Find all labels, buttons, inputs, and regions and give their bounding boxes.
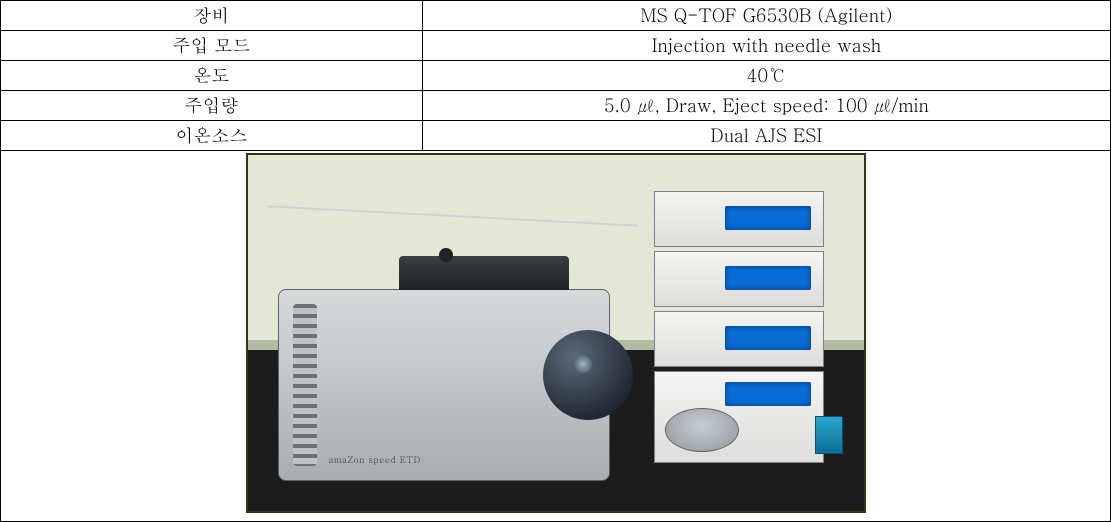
- table-row: 장비 MS Q-TOF G6530B (Agilent): [1, 1, 1111, 31]
- ion-source-sphere: [543, 330, 633, 420]
- solvent-box: [815, 416, 843, 454]
- hplc-module-2: [654, 251, 824, 307]
- row-value: 40℃: [422, 61, 1110, 91]
- lcd-icon: [725, 382, 811, 406]
- instrument-photo: amaZon speed ETD: [246, 153, 866, 513]
- lcd-icon: [725, 326, 811, 350]
- table-row: 주입량 5.0 ㎕, Draw, Eject speed: 100 ㎕/min: [1, 91, 1111, 121]
- mass-spectrometer: amaZon speed ETD: [278, 289, 610, 481]
- table-row: 주입 모드 Injection with needle wash: [1, 31, 1111, 61]
- hplc-module-1: [654, 191, 824, 247]
- row-label: 주입량: [1, 91, 423, 121]
- table-row: 이온소스 Dual AJS ESI: [1, 121, 1111, 151]
- instrument-photo-cell: amaZon speed ETD: [1, 151, 1111, 522]
- row-label: 장비: [1, 1, 423, 31]
- spec-table: 장비 MS Q-TOF G6530B (Agilent) 주입 모드 Injec…: [0, 0, 1111, 522]
- row-value: 5.0 ㎕, Draw, Eject speed: 100 ㎕/min: [422, 91, 1110, 121]
- row-label: 온도: [1, 61, 423, 91]
- row-value: Dual AJS ESI: [422, 121, 1110, 151]
- row-value: Injection with needle wash: [422, 31, 1110, 61]
- top-carrier: [399, 256, 569, 290]
- row-value: MS Q-TOF G6530B (Agilent): [422, 1, 1110, 31]
- row-label: 주입 모드: [1, 31, 423, 61]
- knob-icon: [439, 248, 453, 262]
- vent-grille: [293, 304, 317, 466]
- sample-tray: [665, 408, 739, 452]
- lcd-icon: [725, 266, 811, 290]
- brand-text: amaZon speed ETD: [329, 453, 421, 466]
- hplc-module-4-autosampler: [654, 371, 824, 463]
- hplc-module-3: [654, 311, 824, 367]
- table-row: 온도 40℃: [1, 61, 1111, 91]
- hplc-stack: [654, 191, 824, 491]
- row-label: 이온소스: [1, 121, 423, 151]
- table-image-row: amaZon speed ETD: [1, 151, 1111, 522]
- lcd-icon: [725, 206, 811, 230]
